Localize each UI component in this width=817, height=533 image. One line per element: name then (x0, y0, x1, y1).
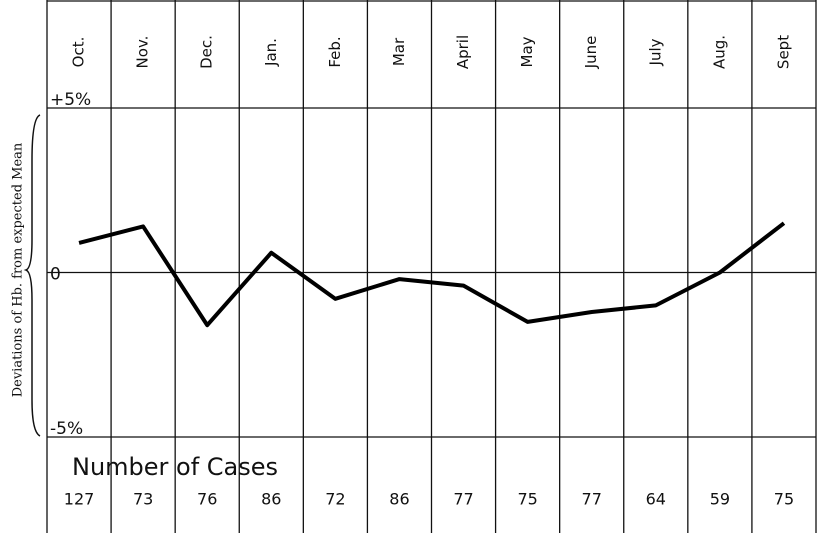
cases-value: 86 (389, 490, 409, 509)
x-tick-label: Dec. (198, 35, 216, 69)
y-axis-label: Deviations of Hb. from expected Mean (11, 142, 26, 397)
x-tick-label: Aug. (710, 35, 728, 69)
x-tick-label: July (646, 38, 664, 66)
cases-value: 86 (261, 490, 281, 509)
cases-value: 73 (133, 490, 153, 509)
x-tick-label: Mar (390, 37, 408, 66)
cases-value: 76 (197, 490, 217, 509)
y-tick-label: +5% (50, 90, 91, 110)
x-tick-label: Nov. (134, 36, 152, 69)
x-tick-label: Jan. (262, 38, 280, 67)
x-tick-label: April (454, 35, 472, 69)
x-tick-label: June (582, 36, 600, 70)
cases-value: 72 (325, 490, 345, 509)
cases-value: 77 (582, 490, 602, 509)
x-tick-label: May (518, 36, 536, 67)
data-line (78, 221, 786, 328)
cases-value: 75 (774, 490, 794, 509)
y-tick-label: 0 (50, 265, 61, 285)
cases-value: 59 (710, 490, 730, 509)
cases-value: 77 (453, 490, 473, 509)
y-tick-label: -5% (50, 419, 83, 439)
x-tick-label: Oct. (70, 37, 88, 68)
brace (23, 114, 41, 437)
cases-value: 127 (64, 490, 95, 509)
cases-value: 75 (517, 490, 537, 509)
x-tick-label: Feb. (326, 36, 344, 67)
x-tick-label: Sept (774, 35, 792, 69)
cases-value: 64 (646, 490, 666, 509)
